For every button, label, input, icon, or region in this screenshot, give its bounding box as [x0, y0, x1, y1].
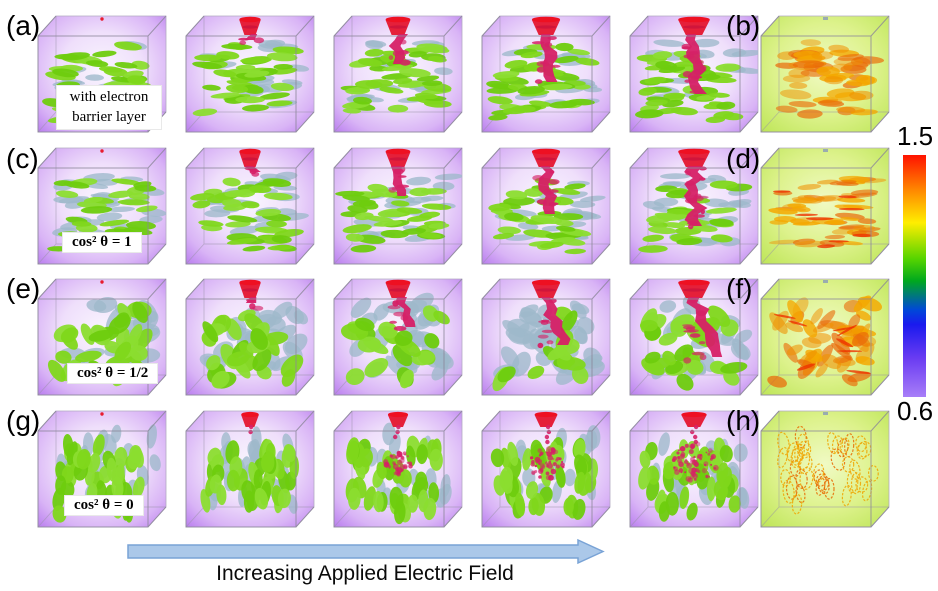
colorbar-max-label: 1.5 — [897, 121, 934, 151]
sim-cube-row3-field2 — [185, 278, 315, 396]
sim-cube-row1-field4 — [481, 15, 611, 133]
sim-cube-row2-field4 — [481, 147, 611, 265]
sim-cube-row4-field5 — [629, 410, 759, 528]
sim-cube-row3-field3 — [333, 278, 463, 396]
field-arrow-label: Increasing Applied Electric Field — [216, 562, 514, 585]
field-map-cube-row2 — [760, 147, 890, 265]
colorbar-gradient — [903, 155, 926, 397]
sim-cube-row3-field4 — [481, 278, 611, 396]
field-map-cube-row3 — [760, 278, 890, 396]
sim-cube-row2-field3 — [333, 147, 463, 265]
sim-cube-row2-field5 — [629, 147, 759, 265]
field-map-cube-row4 — [760, 410, 890, 528]
panel-label-f: (f) — [726, 273, 753, 304]
caption-cos2-half: cos² θ = 1/2 — [67, 363, 159, 384]
sim-cube-row4-field4 — [481, 410, 611, 528]
sim-cube-row4-field2 — [185, 410, 315, 528]
colorbar-min-label: 0.6 — [897, 396, 934, 426]
field-arrow-icon — [127, 538, 605, 565]
panel-label-g: (g) — [6, 405, 41, 436]
caption-cos2-1: cos² θ = 1 — [62, 232, 142, 253]
sim-cube-row3-field5 — [629, 278, 759, 396]
sim-cube-row1-field2 — [185, 15, 315, 133]
field-map-cube-row1 — [760, 15, 890, 133]
sim-cube-row4-field3 — [333, 410, 463, 528]
panel-label-e: (e) — [6, 273, 41, 304]
panel-label-b: (b) — [726, 10, 761, 41]
panel-label-a: (a) — [6, 10, 41, 41]
panel-label-d: (d) — [726, 143, 761, 174]
panel-label-h: (h) — [726, 405, 761, 436]
sim-cube-row2-field2 — [185, 147, 315, 265]
sim-cube-row1-field3 — [333, 15, 463, 133]
sim-cube-row1-field5 — [629, 15, 759, 133]
caption-cos2-0: cos² θ = 0 — [64, 495, 144, 516]
panel-label-c: (c) — [6, 143, 39, 174]
caption-barrier-layer: with electron barrier layer — [56, 85, 162, 130]
